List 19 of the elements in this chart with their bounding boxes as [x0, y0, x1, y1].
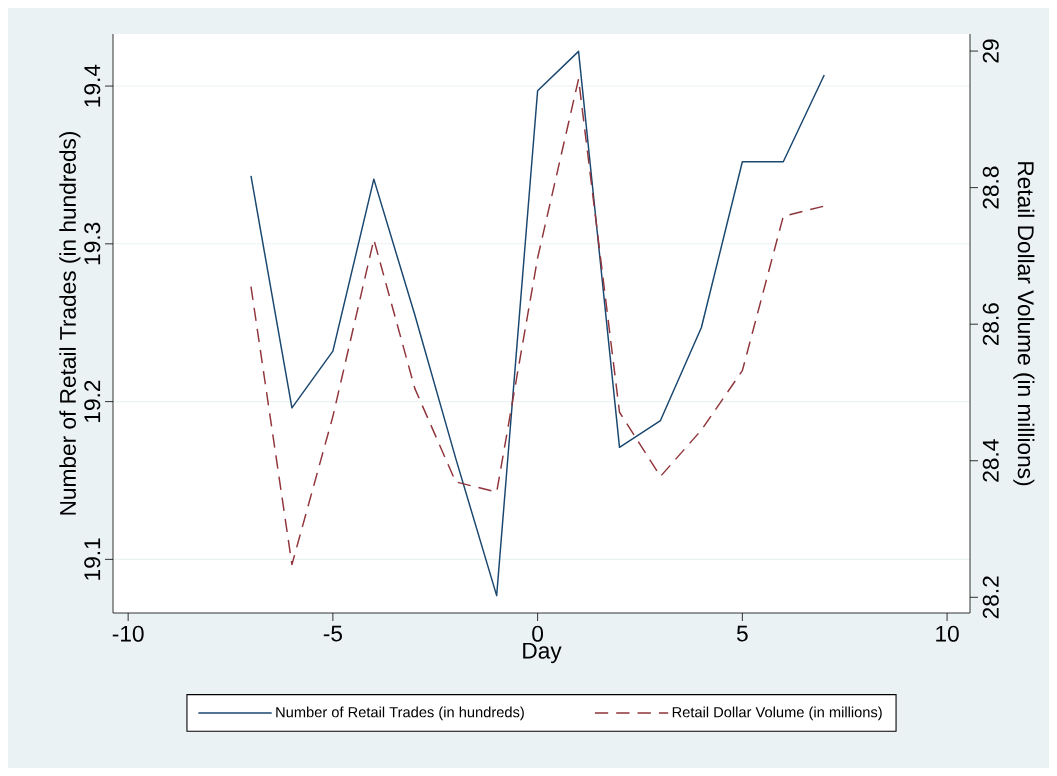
x-tick-label: 5 [736, 625, 748, 642]
y2-axis-title: Retail Dollar Volume (in millions) [1013, 162, 1035, 486]
x-tick-label: 10 [936, 625, 959, 642]
x-axis-title: Day [523, 642, 562, 664]
y2-tick-label: 29 [982, 39, 999, 63]
y2-tick-label: 28.2 [982, 576, 999, 619]
y2-tick-label: 28.8 [982, 166, 999, 209]
y2-tick-label: 28.6 [982, 303, 999, 346]
x-tick-label: -10 [112, 625, 144, 642]
legend-label: Retail Dollar Volume (in millions) [672, 706, 882, 721]
y2-tick-label: 28.4 [982, 439, 999, 482]
x-tick-label: 0 [532, 625, 544, 642]
legend-label: Number of Retail Trades (in hundreds) [276, 706, 524, 721]
y-tick-label: 19.4 [84, 64, 101, 107]
y-tick-label: 19.2 [84, 380, 101, 422]
y-axis-title: Number of Retail Trades (in hundreds) [59, 132, 81, 515]
y-tick-label: 19.1 [84, 538, 101, 580]
x-tick-label: -5 [323, 625, 342, 642]
y-tick-label: 19.3 [84, 222, 101, 265]
